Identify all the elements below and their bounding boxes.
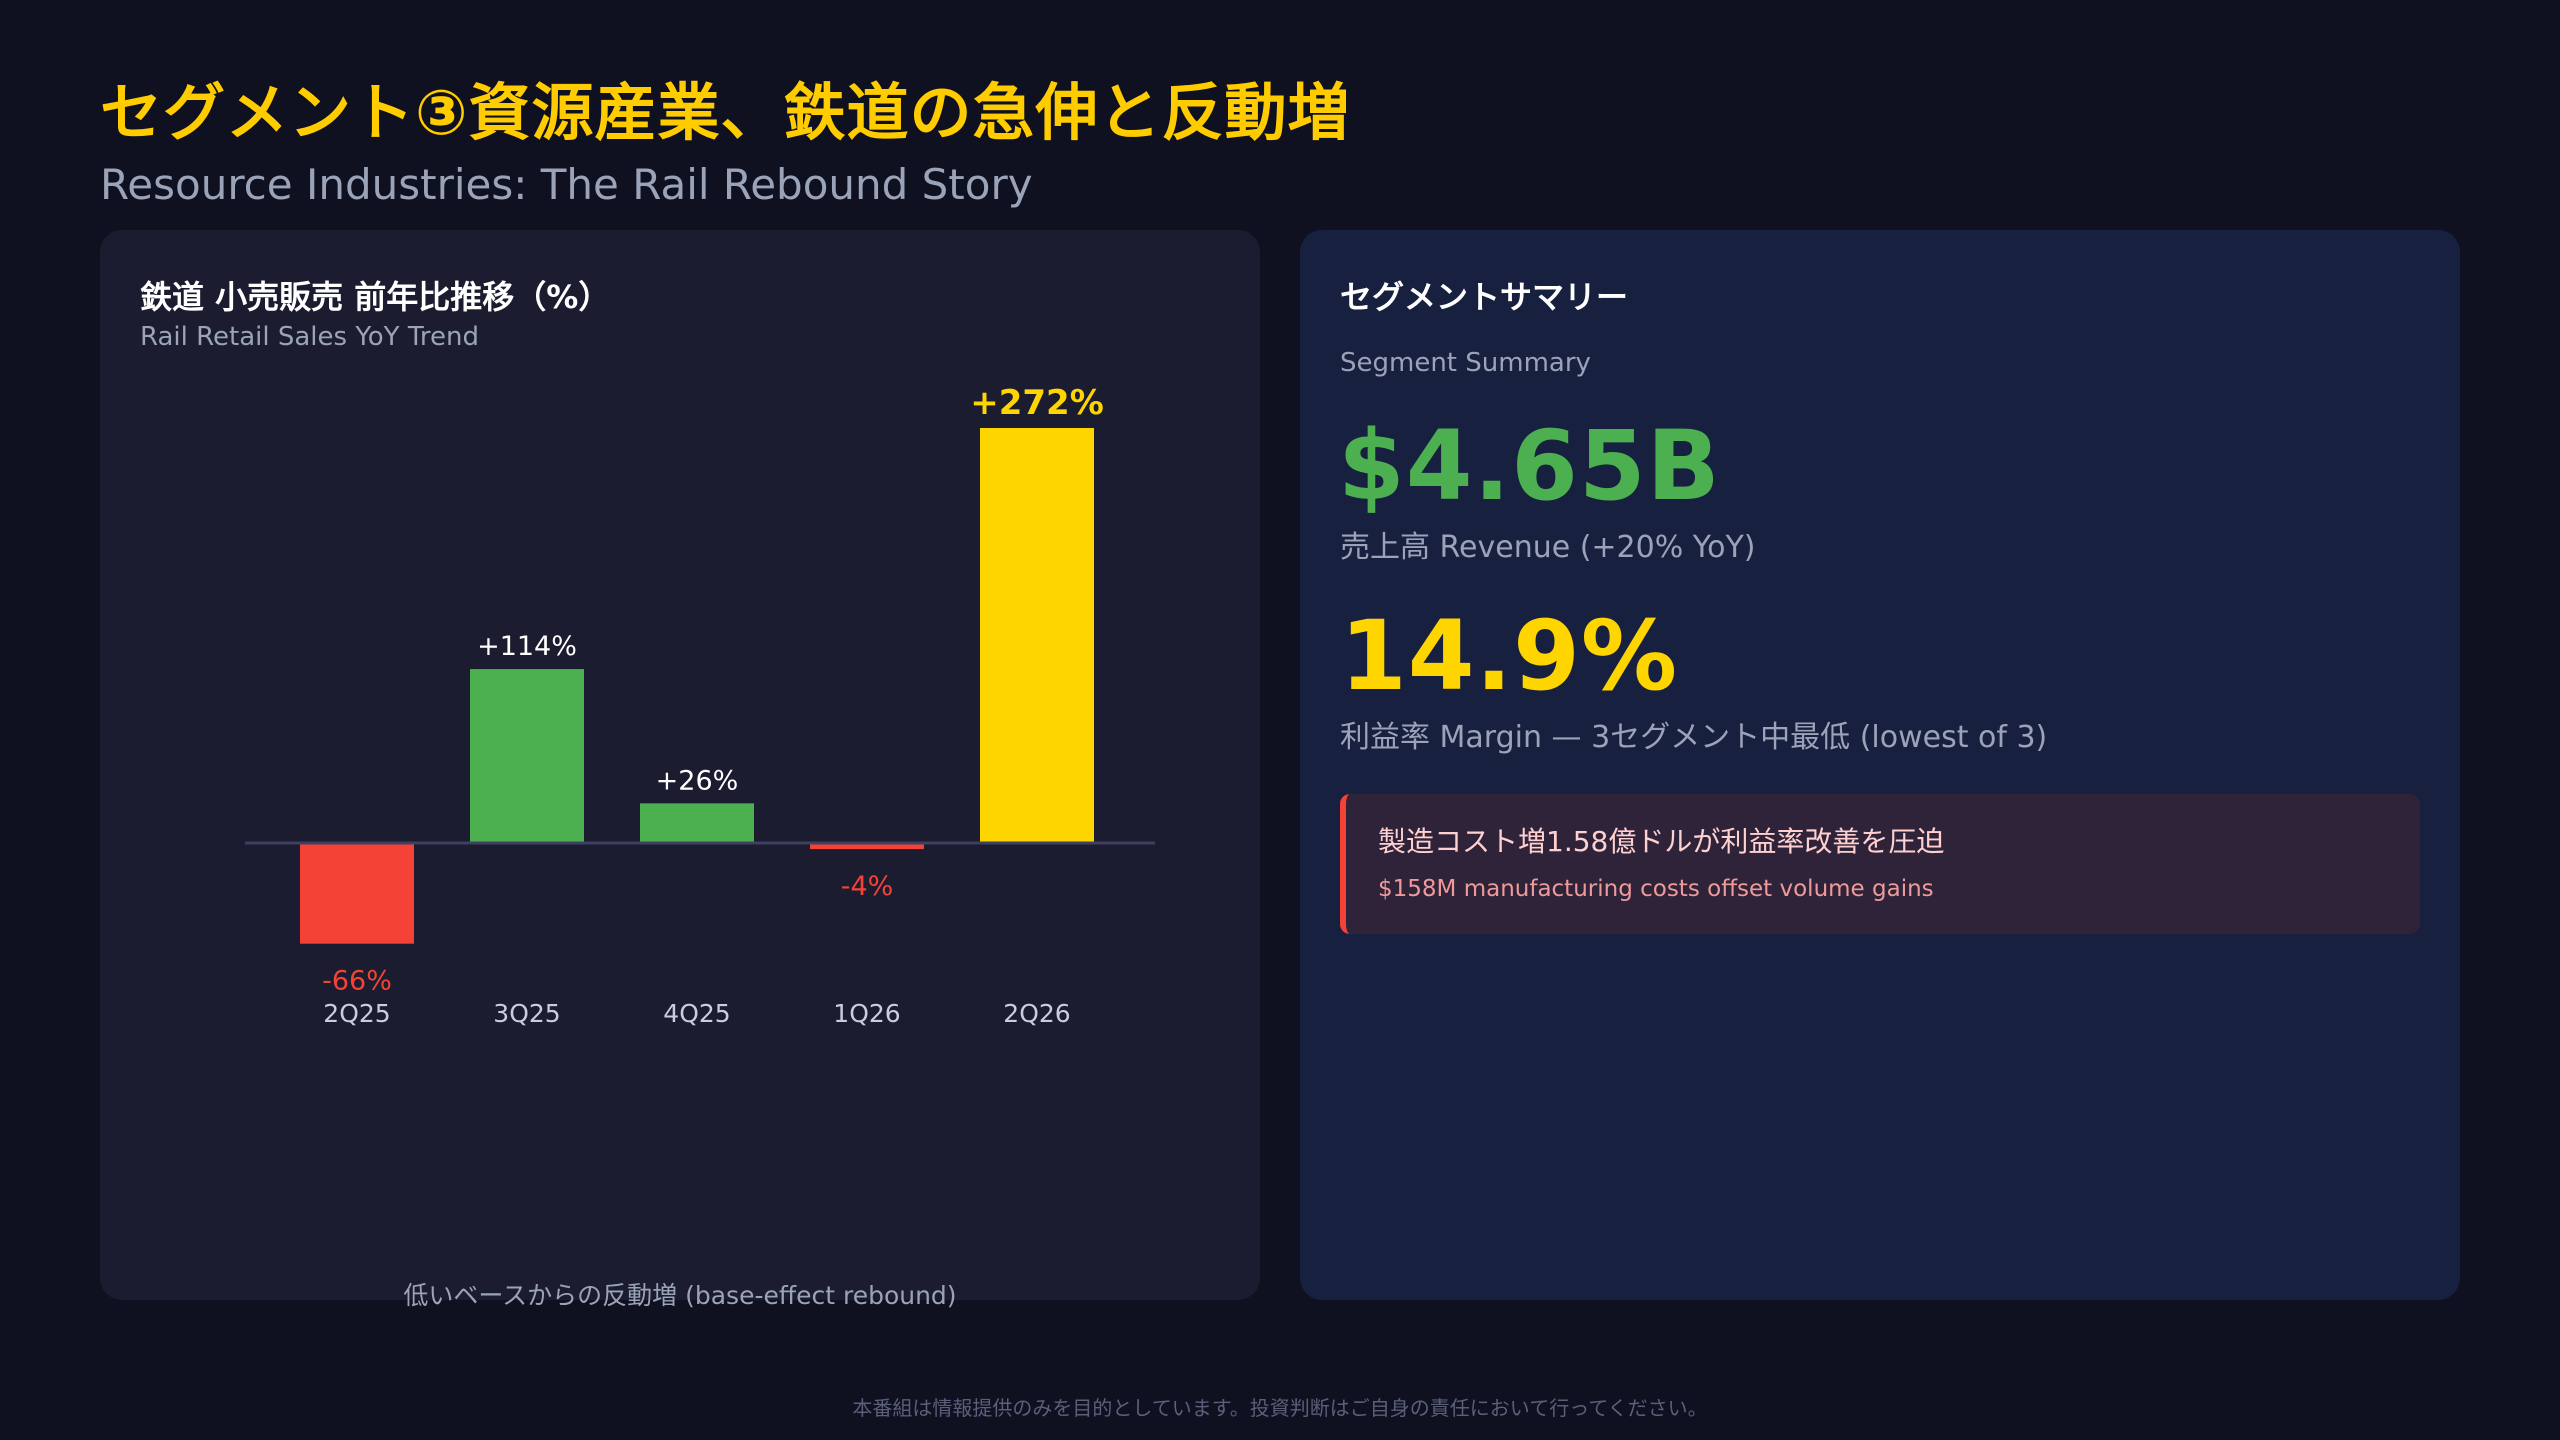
page-title: セグメント③資源産業、鉄道の急伸と反動増	[100, 76, 1351, 149]
x-tick-label: 3Q25	[493, 999, 560, 1028]
margin-label: 利益率 Margin — 3セグメント中最低 (lowest of 3)	[1340, 720, 2048, 755]
summary-panel: セグメントサマリー Segment Summary $4.65B 売上高 Rev…	[1300, 230, 2460, 1300]
disclaimer: 本番組は情報提供のみを目的としています。投資判断はご自身の責任において行ってくだ…	[852, 1396, 1708, 1420]
bar-3Q25	[470, 669, 584, 843]
margin-value: 14.9%	[1340, 600, 1679, 712]
bar-4Q25	[640, 803, 754, 843]
x-tick-label: 2Q26	[1003, 999, 1070, 1028]
data-label: +26%	[656, 765, 739, 796]
x-tick-label: 4Q25	[663, 999, 730, 1028]
revenue-value: $4.65B	[1338, 410, 1721, 522]
summary-title: セグメントサマリー	[1340, 278, 1629, 316]
bar-2Q26	[980, 428, 1094, 843]
summary-subtitle: Segment Summary	[1340, 348, 1591, 378]
chart-panel: 鉄道 小売販売 前年比推移（%） Rail Retail Sales YoY T…	[100, 230, 1260, 1310]
chart-title: 鉄道 小売販売 前年比推移（%）	[140, 278, 611, 316]
alert-title: 製造コスト増1.58億ドルが利益率改善を圧迫	[1378, 825, 1945, 858]
data-label: -4%	[841, 871, 894, 902]
rail-yoy-bar-chart: 2Q25-66% 3Q25 +114% 4Q25 +26% 1Q26 -4% 2Q26 +272…	[245, 383, 1155, 1028]
bar-2Q25	[300, 843, 414, 944]
cost-alert-box: 製造コスト増1.58億ドルが利益率改善を圧迫 $158M manufacturi…	[1340, 794, 2420, 934]
data-label: +272%	[970, 383, 1104, 423]
data-label: -66%	[322, 966, 392, 997]
x-tick-label: 1Q26	[833, 999, 900, 1028]
alert-subtitle: $158M manufacturing costs offset volume …	[1378, 876, 1934, 902]
revenue-label: 売上高 Revenue (+20% YoY)	[1340, 530, 1756, 565]
x-tick-label: 2Q25	[323, 999, 390, 1028]
bar-1Q26	[810, 843, 924, 850]
chart-footnote: 低いベースからの反動増 (base-effect rebound)	[403, 1281, 957, 1310]
data-label: +114%	[477, 631, 577, 662]
chart-subtitle: Rail Retail Sales YoY Trend	[140, 322, 479, 352]
page-subtitle: Resource Industries: The Rail Rebound St…	[100, 160, 1033, 209]
